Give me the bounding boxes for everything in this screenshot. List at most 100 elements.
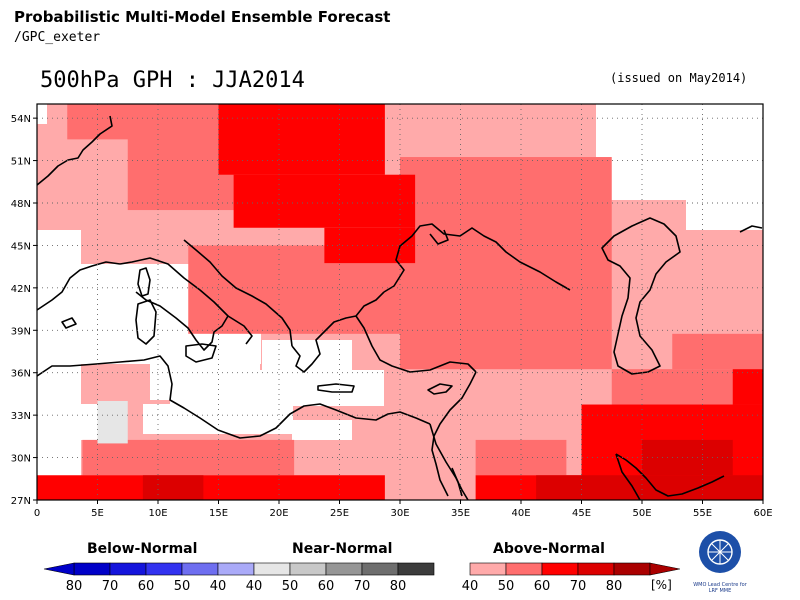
coastline-adriatic: [183, 239, 293, 347]
island-sicily: [185, 343, 217, 363]
y-tick-label: 30N: [11, 454, 31, 465]
x-axis-ticks: 0 5E 10E 15E 20E 25E 30E 35E 40E 45E 50E 55E 60E: [34, 500, 773, 519]
region-above-70: [142, 475, 204, 500]
legend-label: 50: [174, 579, 191, 594]
y-tick-label: 54N: [11, 114, 31, 125]
region-no-signal: [686, 200, 763, 230]
region-above-60: [37, 475, 385, 500]
region-no-signal: [170, 370, 384, 406]
legend-swatch: [73, 562, 111, 576]
legend-label: 60: [318, 579, 335, 594]
legend-swatch: [325, 562, 363, 576]
region-above-60: [218, 104, 385, 175]
coastline-greece: [291, 291, 385, 373]
legend-swatch: [361, 562, 399, 576]
legend-label: 40: [462, 579, 479, 594]
legend-swatch: [145, 562, 183, 576]
legend-swatch: [397, 562, 435, 576]
legend-arrow: [649, 562, 680, 576]
y-tick-label: 36N: [11, 369, 31, 380]
map-title: 500hPa GPH : JJA2014: [40, 68, 305, 93]
x-tick-label: 15E: [209, 508, 228, 519]
legend: 80 70 60 50 40 40 50 60 70 80 40 50 60 70 80 [%]: [43, 562, 680, 594]
region-above-60: [732, 369, 763, 405]
legend-near-title: Near-Normal: [292, 541, 393, 557]
main-title: Probabilistic Multi-Model Ensemble Forec…: [14, 8, 391, 26]
region-no-signal: [143, 404, 293, 434]
coastline-gulf-of-lion: [36, 261, 121, 311]
region-no-signal: [292, 420, 352, 440]
legend-label: 70: [354, 579, 371, 594]
region-near-40: [97, 401, 128, 444]
coastline-arabia: [615, 453, 641, 501]
coastline-iran-east: [739, 225, 763, 233]
legend-below-bar: 80 70 60 50 40: [43, 562, 255, 594]
x-tick-label: 0: [34, 508, 40, 519]
coastline-sinai: [451, 467, 463, 497]
legend-swatch: [109, 562, 147, 576]
coastline-levant: [431, 371, 477, 497]
issued-date: (issued on May2014): [610, 71, 748, 85]
region-above-60: [233, 174, 416, 228]
region-no-signal: [37, 104, 47, 124]
legend-label: 80: [606, 579, 623, 594]
island-sardinia: [135, 299, 157, 345]
y-tick-label: 48N: [11, 199, 31, 210]
legend-label: 50: [282, 579, 299, 594]
legend-label: 40: [210, 579, 227, 594]
x-tick-label: 30E: [390, 508, 409, 519]
island-corsica: [137, 267, 151, 297]
gridlines: [37, 104, 763, 500]
y-tick-label: 33N: [11, 411, 31, 422]
legend-label: 60: [138, 579, 155, 594]
x-tick-label: 20E: [269, 508, 288, 519]
legend-swatch: [505, 562, 543, 576]
legend-swatch: [541, 562, 579, 576]
x-tick-label: 35E: [451, 508, 470, 519]
island-crete: [317, 383, 355, 393]
legend-label: 50: [498, 579, 515, 594]
forecast-map: 0 5E 10E 15E 20E 25E 30E 35E 40E 45E 50E 55E 60E 27N…: [11, 103, 773, 519]
coastlines: [36, 115, 763, 501]
wmo-logo: [697, 531, 743, 573]
legend-swatch: [469, 562, 507, 576]
x-tick-label: 45E: [572, 508, 591, 519]
coastline-europe-west: [36, 115, 113, 186]
region-above-50: [400, 157, 612, 370]
region-above-70: [536, 475, 763, 500]
y-axis-ticks: 27N 30N 33N 36N 39N 42N 45N 48N 51N 54N: [11, 114, 37, 507]
y-tick-label: 39N: [11, 326, 31, 337]
legend-swatch: [253, 562, 291, 576]
y-tick-label: 51N: [11, 157, 31, 168]
legend-label: 60: [534, 579, 551, 594]
legend-above-bar: 40 50 60 70 80: [462, 562, 680, 594]
legend-swatch: [577, 562, 615, 576]
legend-label: 80: [390, 579, 407, 594]
x-tick-label: 55E: [693, 508, 712, 519]
legend-swatch: [289, 562, 327, 576]
legend-label: 40: [246, 579, 263, 594]
coastline-crimea: [429, 229, 449, 245]
x-tick-label: 50E: [632, 508, 651, 519]
legend-swatch: [181, 562, 219, 576]
legend-below-title: Below-Normal: [87, 541, 198, 557]
region-no-signal: [596, 104, 763, 200]
y-tick-label: 27N: [11, 496, 31, 507]
legend-swatch: [613, 562, 651, 576]
island-cyprus: [427, 383, 453, 395]
coastline-persian-gulf: [615, 453, 725, 497]
legend-label: 70: [102, 579, 119, 594]
x-tick-label: 60E: [753, 508, 772, 519]
coastline-turkey: [355, 315, 477, 373]
coastline-italy-heel: [227, 315, 253, 345]
legend-near-bar: 40 50 60 70 80: [246, 562, 435, 594]
x-tick-label: 10E: [148, 508, 167, 519]
wmo-caption: WMO Lead Centre for LRF MME: [693, 582, 747, 594]
y-tick-label: 42N: [11, 284, 31, 295]
legend-label: 80: [66, 579, 83, 594]
coastline-north-africa: [36, 355, 431, 439]
coastline-italy: [119, 257, 229, 351]
x-tick-label: 5E: [91, 508, 104, 519]
coastline-caspian: [601, 217, 681, 375]
sub-title: /GPC_exeter: [14, 30, 101, 45]
